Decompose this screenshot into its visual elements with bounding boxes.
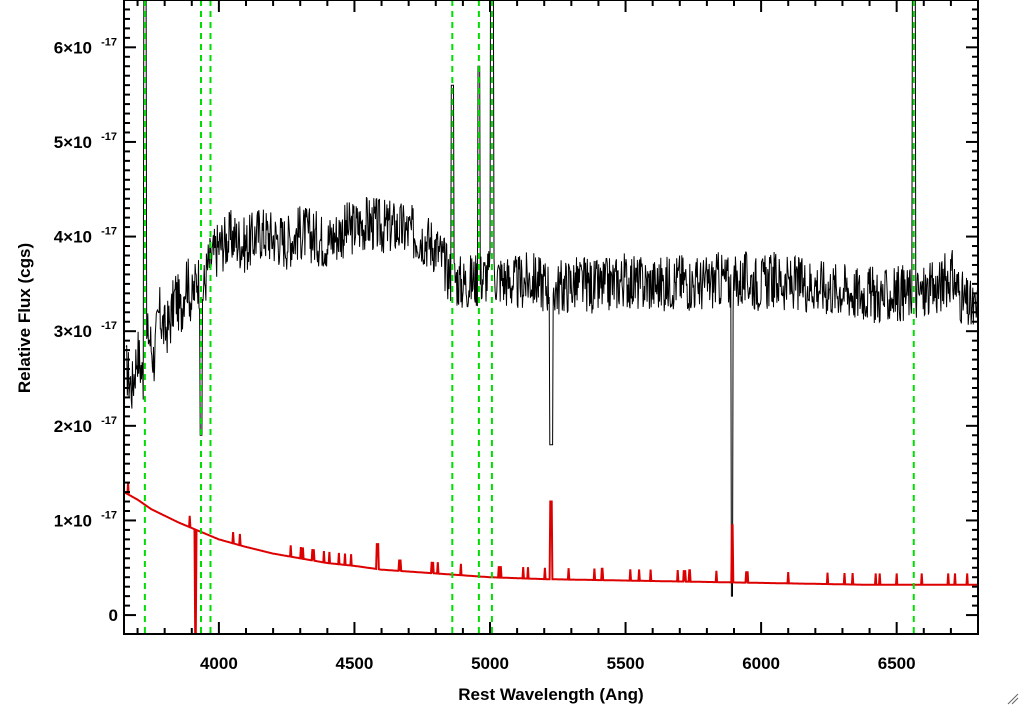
x-tick-label: 5000 bbox=[471, 654, 509, 673]
emission-line-markers bbox=[143, 0, 915, 634]
series-error-line bbox=[124, 482, 978, 634]
x-tick-label: 6500 bbox=[878, 654, 916, 673]
y-tick-label: 1×10 bbox=[54, 511, 92, 530]
y-axis-ticks: 0 1×10 -17 2×10 -17 3×10 -17 4×10 -17 5×10 -17 6×10… bbox=[54, 8, 978, 625]
resize-grip-icon[interactable] bbox=[1007, 693, 1019, 705]
y-tick-label: 4×10 bbox=[54, 228, 92, 247]
y-tick-exponent: -17 bbox=[101, 509, 117, 521]
series-flux-line bbox=[125, 0, 978, 597]
axes bbox=[123, 0, 979, 635]
plot-area bbox=[124, 0, 978, 634]
plot-frame bbox=[123, 0, 979, 635]
x-tick-label: 4500 bbox=[336, 654, 374, 673]
y-tick-label: 2×10 bbox=[54, 417, 92, 436]
y-tick-exponent: -17 bbox=[101, 131, 117, 143]
y-tick-exponent: -17 bbox=[101, 36, 117, 48]
y-tick-exponent: -17 bbox=[101, 226, 117, 238]
x-tick-label: 6000 bbox=[742, 654, 780, 673]
x-axis-ticks: 4000 4500 5000 5500 6000 6500 bbox=[136, 0, 979, 673]
x-tick-label: 4000 bbox=[200, 654, 238, 673]
x-axis-label: Rest Wavelength (Ang) bbox=[458, 685, 643, 704]
y-tick-exponent: -17 bbox=[101, 320, 117, 332]
y-tick-label: 5×10 bbox=[54, 133, 92, 152]
y-tick-label: 6×10 bbox=[54, 38, 92, 57]
y-tick-exponent: -17 bbox=[101, 415, 117, 427]
y-tick-label: 3×10 bbox=[54, 322, 92, 341]
x-tick-label: 5500 bbox=[607, 654, 645, 673]
y-axis-label: Relative Flux (cgs) bbox=[15, 243, 34, 393]
y-tick-label: 0 bbox=[109, 606, 118, 625]
